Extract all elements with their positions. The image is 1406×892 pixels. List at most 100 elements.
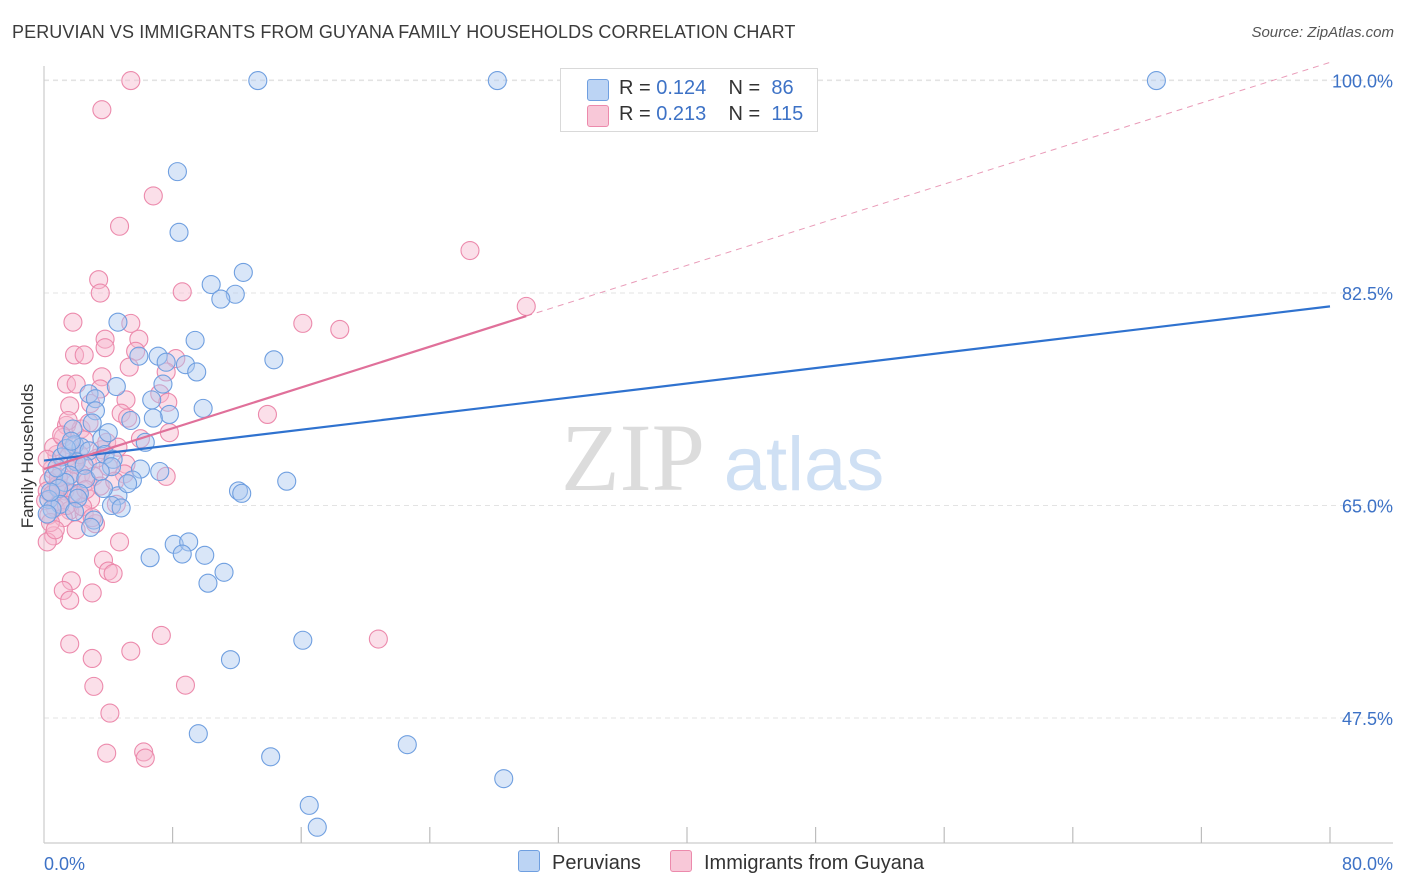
peruvian-point xyxy=(299,795,319,815)
guyana-point xyxy=(74,345,94,365)
peruvian-point xyxy=(82,413,102,433)
peruvian-point xyxy=(85,401,105,421)
peruvian-point xyxy=(140,548,160,568)
guyana-point xyxy=(368,629,388,649)
x-tick-label: 80.0% xyxy=(1342,854,1393,874)
guyana-point xyxy=(84,676,104,696)
watermark: ZIP atlas xyxy=(561,404,884,511)
guyana-point xyxy=(119,357,139,377)
peruvian-point xyxy=(40,482,60,502)
peruvian-point xyxy=(37,504,57,524)
guyana-point xyxy=(134,742,154,762)
peruvian-point xyxy=(193,398,213,418)
peruvian-point xyxy=(121,410,141,431)
guyana-point xyxy=(460,240,480,261)
peruvian-point xyxy=(188,724,208,744)
peruvian-point xyxy=(277,471,297,491)
legend-n-label: N = xyxy=(728,103,761,125)
guyana-point xyxy=(156,362,176,382)
guyana-point xyxy=(172,282,192,302)
stats-legend: R = 0.124 N = 86 R = 0.213 N = 115 xyxy=(560,68,818,132)
peruvian-point xyxy=(172,544,192,564)
peruvian-point xyxy=(106,376,126,397)
peruvian-point xyxy=(195,545,215,565)
guyana-point xyxy=(121,641,141,661)
bottom-legend-label-guyana: Immigrants from Guyana xyxy=(704,852,925,874)
legend-n-value: 115 xyxy=(771,103,804,125)
peruvian-point xyxy=(164,534,184,554)
guyana-point xyxy=(63,312,83,332)
peruvian-point xyxy=(487,71,507,91)
watermark-zip: ZIP xyxy=(561,404,705,511)
guyana-point xyxy=(257,404,277,424)
guyana-trend-line xyxy=(43,315,527,471)
bottom-legend-label-peruvians: Peruvians xyxy=(552,852,641,874)
peruvian-point xyxy=(150,461,170,482)
peruvian-point xyxy=(198,573,218,593)
peruvian-point xyxy=(98,423,118,443)
y-tick-label: 100.0% xyxy=(1332,72,1393,92)
legend-r-value: 0.213 xyxy=(656,103,707,125)
peruvian-point xyxy=(143,408,163,428)
bottom-legend-swatch-blue xyxy=(518,850,540,872)
peruvian-point xyxy=(201,274,221,295)
peruvian-point xyxy=(111,498,131,518)
peruvian-point xyxy=(61,431,81,451)
peruvian-point xyxy=(142,390,162,410)
peruvian-point xyxy=(167,162,187,182)
peruvian-trend-line xyxy=(43,305,1331,462)
guyana-point xyxy=(158,392,178,412)
tick-labels: 47.5% 65.0% 82.5% 100.0% 0.0% 80.0% xyxy=(44,72,1393,874)
guyana-point xyxy=(100,703,120,723)
peruvian-point xyxy=(264,350,284,370)
peruvian-point xyxy=(397,735,417,755)
bottom-legend-peruvians: Peruvians xyxy=(518,850,641,875)
watermark-atlas: atlas xyxy=(724,422,885,507)
guyana-point xyxy=(129,329,149,349)
peruvian-point xyxy=(159,404,179,424)
guyana-point xyxy=(60,634,80,654)
guyana-point xyxy=(110,216,130,236)
peruvian-point xyxy=(101,457,122,477)
peruvian-point xyxy=(1146,71,1166,91)
guyana-point xyxy=(103,563,123,584)
guyana-point xyxy=(293,313,313,333)
guyana-point xyxy=(60,590,80,610)
peruvian-point xyxy=(81,517,101,537)
peruvian-point xyxy=(79,384,99,404)
peruvian-point xyxy=(129,346,149,366)
peruvian-point xyxy=(293,630,313,650)
peruvian-point xyxy=(232,483,252,503)
guyana-point xyxy=(151,625,171,645)
guyana-point xyxy=(111,403,131,423)
peruvian-point xyxy=(153,374,173,394)
guyana-point xyxy=(516,296,536,316)
peruvian-point xyxy=(103,449,123,469)
trend-lines xyxy=(43,61,1331,471)
guyana-point xyxy=(66,374,86,394)
guyana-point xyxy=(90,283,110,303)
guyana-point xyxy=(61,571,81,591)
y-tick-label: 65.0% xyxy=(1342,496,1393,516)
legend-r-label: R = xyxy=(619,103,651,125)
peruvian-point xyxy=(130,459,150,479)
peruvian-point xyxy=(185,330,205,350)
legend-r-value: 0.124 xyxy=(656,77,707,99)
peruvian-point xyxy=(494,769,514,789)
guyana-point xyxy=(135,748,155,768)
guyana-point xyxy=(97,743,117,763)
peruvian-point xyxy=(179,532,199,552)
legend-r-label: R = xyxy=(619,77,651,99)
x-tick-label: 0.0% xyxy=(44,854,85,874)
guyana-point xyxy=(60,396,80,416)
guyana-point xyxy=(95,338,115,358)
peruvian-point xyxy=(187,362,207,382)
legend-n-value: 86 xyxy=(771,77,794,99)
peruvian-point xyxy=(118,474,138,494)
peruvian-point xyxy=(63,419,83,439)
guyana-point xyxy=(110,532,130,552)
peruvian-point xyxy=(228,481,249,501)
peruvian-point xyxy=(108,312,128,332)
peruvian-point xyxy=(261,747,281,767)
grid-lines xyxy=(44,79,1393,719)
